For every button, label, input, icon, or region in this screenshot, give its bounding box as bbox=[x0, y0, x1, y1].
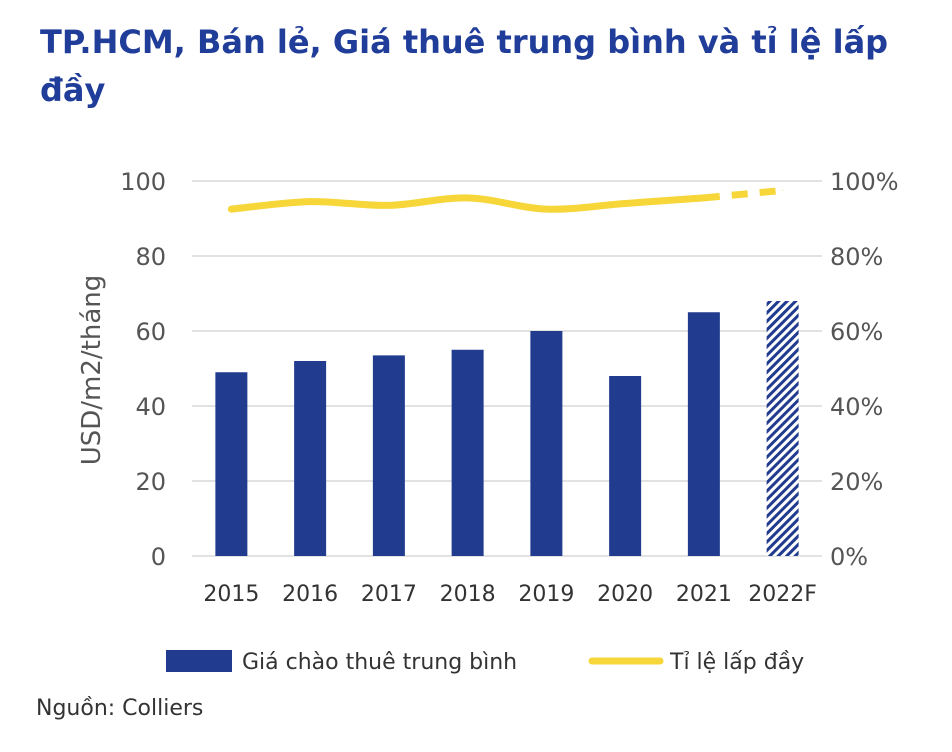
bar bbox=[609, 376, 642, 556]
chart: 0 0% 20 20% 40 40% 60 60% 80 80% 100 100% 2015 2016 20… bbox=[77, 168, 899, 675]
legend-line-label: Tỉ lệ lấp đầy bbox=[669, 650, 804, 675]
bar bbox=[372, 355, 405, 556]
occupancy-line bbox=[227, 186, 784, 213]
bar bbox=[687, 312, 720, 556]
occupancy-line-forecast bbox=[703, 186, 783, 202]
y2-tick-label: 40% bbox=[830, 393, 883, 421]
bars bbox=[215, 301, 799, 556]
x-tick-label: 2022F bbox=[748, 582, 817, 607]
y-tick-label: 0 bbox=[151, 543, 166, 571]
x-tick-label: 2017 bbox=[361, 582, 417, 607]
bar bbox=[451, 349, 484, 556]
legend-bar-label: Giá chào thuê trung bình bbox=[242, 650, 517, 675]
y2-tick-label: 0% bbox=[830, 543, 868, 571]
x-tick-label: 2016 bbox=[282, 582, 338, 607]
bar bbox=[215, 372, 248, 556]
line-point bbox=[545, 208, 547, 210]
x-tick-label: 2021 bbox=[676, 582, 732, 607]
y-tick-label: 100 bbox=[120, 168, 166, 196]
x-tick-label: 2018 bbox=[440, 582, 496, 607]
y2-tick-label: 100% bbox=[830, 168, 899, 196]
y-tick-label: 20 bbox=[135, 468, 166, 496]
x-tick-label: 2015 bbox=[203, 582, 259, 607]
x-tick-label: 2019 bbox=[518, 582, 574, 607]
line-point bbox=[782, 189, 784, 191]
bar-forecast bbox=[766, 301, 799, 556]
legend-bar-swatch bbox=[166, 650, 232, 672]
occupancy-line-actual bbox=[227, 194, 708, 213]
y-axis-label: USD/m2/tháng bbox=[77, 275, 107, 466]
x-tick-label: 2020 bbox=[597, 582, 653, 607]
y2-tick-label: 60% bbox=[830, 318, 883, 346]
y2-tick-label: 80% bbox=[830, 243, 883, 271]
bar bbox=[530, 331, 563, 556]
line-point bbox=[624, 203, 626, 204]
source-note: Nguồn: Colliers bbox=[36, 696, 204, 721]
line-point bbox=[388, 204, 390, 206]
y-tick-label: 60 bbox=[135, 318, 166, 346]
chart-title: TP.HCM, Bán lẻ, Giá thuê trung bình và t… bbox=[40, 23, 889, 109]
bar bbox=[294, 361, 327, 556]
gridlines bbox=[192, 180, 822, 557]
line-point bbox=[230, 208, 232, 210]
y-tick-label: 80 bbox=[135, 243, 166, 271]
legend: Giá chào thuê trung bình Tỉ lệ lấp đầy bbox=[166, 650, 804, 675]
y2-tick-label: 20% bbox=[830, 468, 883, 496]
y-tick-label: 40 bbox=[135, 393, 166, 421]
line-point bbox=[467, 197, 469, 199]
line-point bbox=[309, 201, 311, 203]
line-point bbox=[703, 197, 705, 199]
axis-ticks: 0 0% 20 20% 40 40% 60 60% 80 80% 100 100% 2015 2016 20… bbox=[120, 168, 898, 607]
